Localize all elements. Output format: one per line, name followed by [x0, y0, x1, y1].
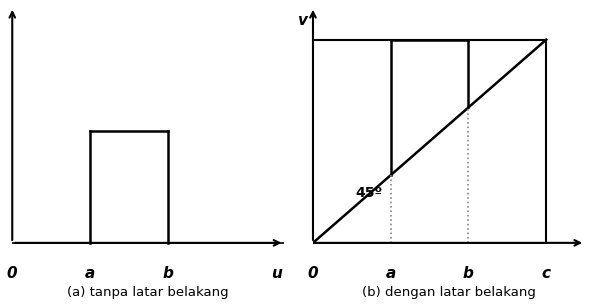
Text: v: v	[297, 13, 307, 29]
Text: 0: 0	[308, 266, 318, 282]
Text: (b) dengan latar belakang: (b) dengan latar belakang	[362, 286, 536, 299]
Text: (a) tanpa latar belakang: (a) tanpa latar belakang	[67, 286, 229, 299]
Text: a: a	[85, 266, 95, 282]
Text: b: b	[162, 266, 173, 282]
Text: 0: 0	[7, 266, 18, 282]
Text: u: u	[271, 266, 282, 282]
Text: a: a	[385, 266, 396, 282]
Text: c: c	[542, 266, 551, 282]
Text: 45º: 45º	[355, 186, 382, 200]
Text: b: b	[463, 266, 474, 282]
